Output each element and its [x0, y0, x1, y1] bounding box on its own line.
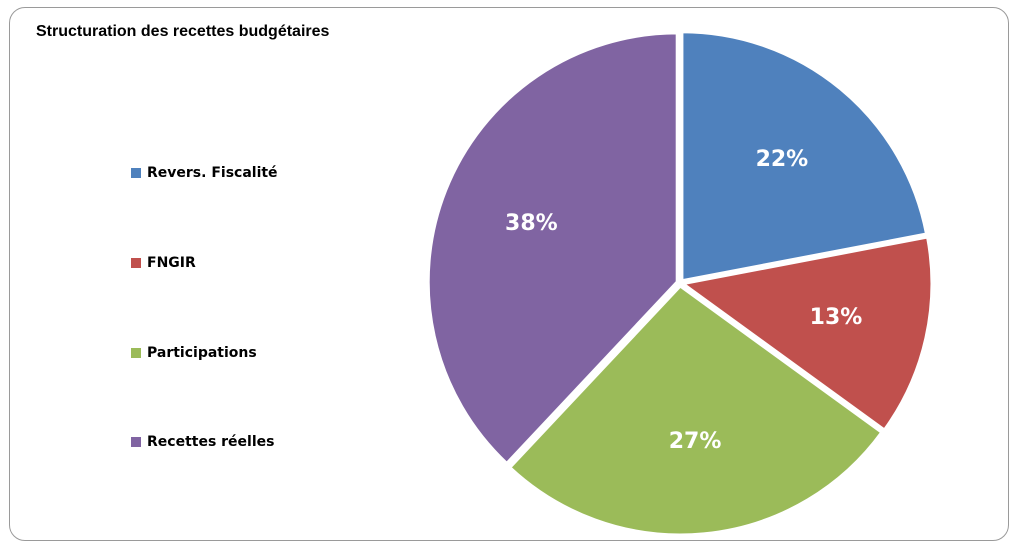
data-label: 22%	[756, 147, 809, 172]
pie-slice-participations	[507, 283, 884, 537]
legend-item-recettes-reelles: Recettes réelles	[131, 434, 274, 450]
legend-label: Participations	[147, 345, 257, 361]
data-label: 13%	[810, 305, 863, 330]
legend-label: FNGIR	[147, 255, 196, 271]
legend-swatch	[131, 168, 141, 178]
data-label: 27%	[669, 429, 722, 454]
legend-item-fngir: FNGIR	[131, 255, 196, 271]
legend-swatch	[131, 258, 141, 268]
legend-label: Recettes réelles	[147, 434, 275, 450]
legend-swatch	[131, 348, 141, 358]
pie-slice-fngir	[679, 235, 934, 433]
data-label: 38%	[505, 211, 558, 236]
pie-slice-revers-fiscalit-	[680, 30, 929, 283]
chart-title: Structuration des recettes budgétaires	[36, 23, 330, 40]
legend-swatch	[131, 437, 141, 447]
legend-item-participations: Participations	[131, 345, 257, 361]
legend-item-revers-fiscalite: Revers. Fiscalité	[131, 165, 278, 181]
legend-label: Revers. Fiscalité	[147, 165, 278, 181]
pie-slice-recettes-r-elles	[426, 31, 679, 466]
